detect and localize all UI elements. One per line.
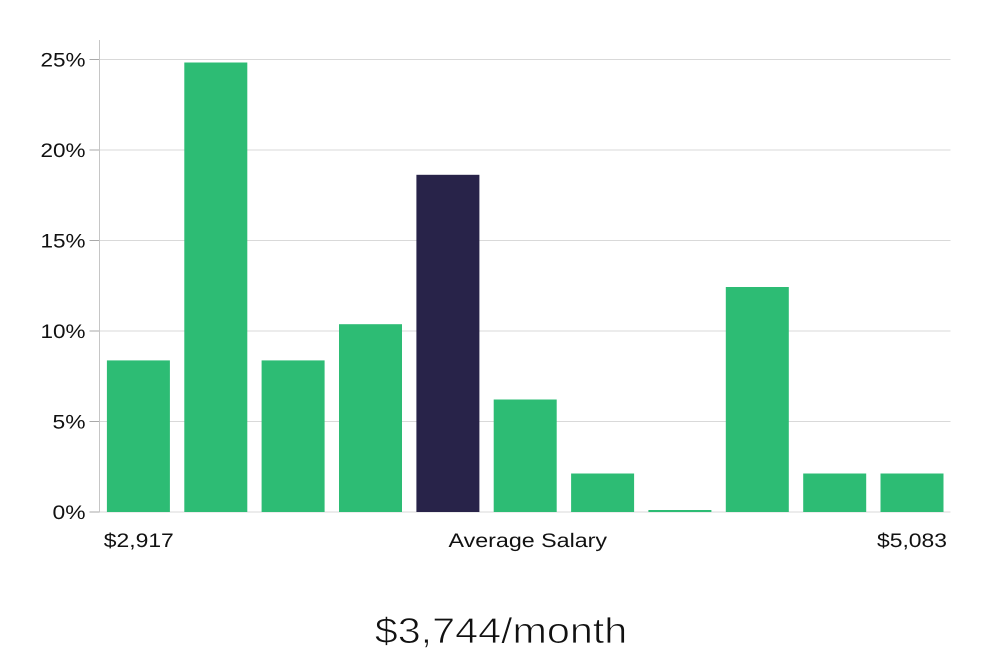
svg-text:Average Salary: Average Salary (449, 530, 608, 552)
svg-text:20%: 20% (41, 140, 86, 162)
svg-text:5%: 5% (53, 411, 86, 433)
svg-text:25%: 25% (41, 49, 86, 71)
svg-text:10%: 10% (41, 321, 86, 343)
svg-text:$3,744/month: $3,744/month (375, 610, 628, 651)
svg-text:$2,917: $2,917 (104, 530, 174, 552)
svg-text:0%: 0% (53, 502, 86, 524)
svg-text:15%: 15% (41, 230, 86, 252)
svg-text:$5,083: $5,083 (877, 530, 947, 552)
